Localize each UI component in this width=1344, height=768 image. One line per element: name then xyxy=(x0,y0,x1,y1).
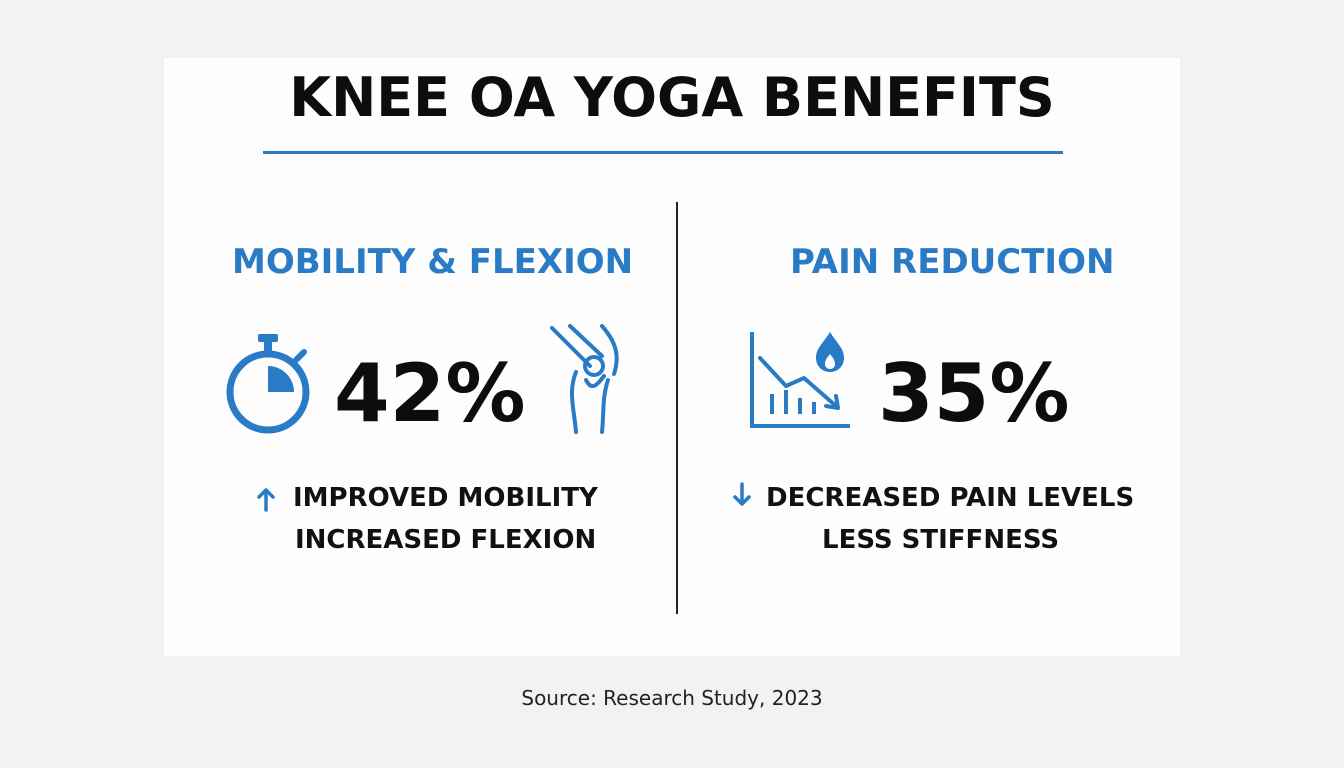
column-divider xyxy=(676,202,678,614)
arrow-down-icon xyxy=(733,482,751,506)
title-underline xyxy=(263,151,1063,154)
declining-chart-flame-icon xyxy=(750,332,850,428)
infographic-card xyxy=(164,58,1180,656)
stopwatch-icon xyxy=(226,334,310,434)
pain-line-1: DECREASED PAIN LEVELS xyxy=(766,483,1135,513)
source-caption: Source: Research Study, 2023 xyxy=(521,686,823,710)
pain-line-2: LESS STIFFNESS xyxy=(822,525,1060,555)
mobility-line-1: IMPROVED MOBILITY xyxy=(293,483,598,513)
knee-joint-icon xyxy=(550,324,619,434)
mobility-value: 42% xyxy=(334,347,526,440)
pain-heading: PAIN REDUCTION xyxy=(790,242,1115,282)
mobility-line-2: INCREASED FLEXION xyxy=(295,525,597,555)
arrow-up-icon xyxy=(257,488,275,512)
mobility-heading: MOBILITY & FLEXION xyxy=(232,242,634,282)
pain-value: 35% xyxy=(878,347,1070,440)
page-title: KNEE OA YOGA BENEFITS xyxy=(289,66,1055,129)
